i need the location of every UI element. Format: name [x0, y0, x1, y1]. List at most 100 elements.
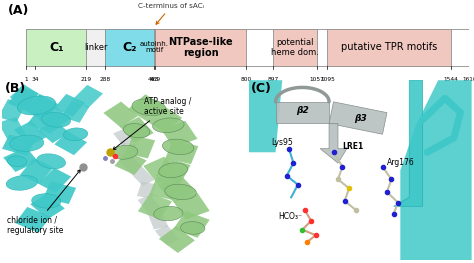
Ellipse shape	[181, 222, 205, 234]
Polygon shape	[103, 102, 138, 127]
Text: (B): (B)	[5, 82, 26, 95]
Polygon shape	[38, 107, 71, 131]
Text: 897: 897	[267, 77, 279, 82]
Polygon shape	[149, 177, 180, 200]
Polygon shape	[0, 117, 26, 140]
Polygon shape	[38, 168, 71, 193]
Polygon shape	[143, 157, 179, 184]
Polygon shape	[119, 117, 154, 143]
Polygon shape	[55, 132, 87, 155]
Ellipse shape	[64, 128, 88, 141]
Polygon shape	[155, 225, 180, 245]
Text: β2: β2	[296, 106, 309, 115]
Polygon shape	[156, 158, 191, 183]
Bar	[27, 29, 86, 66]
Polygon shape	[15, 207, 51, 233]
Polygon shape	[115, 151, 146, 175]
Polygon shape	[43, 181, 76, 204]
Polygon shape	[275, 102, 329, 123]
Polygon shape	[249, 80, 282, 152]
Polygon shape	[137, 195, 160, 213]
Text: autoinh.
motif: autoinh. motif	[140, 41, 169, 53]
Text: (C): (C)	[251, 82, 272, 95]
Polygon shape	[157, 174, 196, 203]
Polygon shape	[2, 134, 35, 156]
Ellipse shape	[123, 124, 150, 138]
Ellipse shape	[165, 184, 196, 200]
Ellipse shape	[6, 175, 37, 190]
Text: NTPase-like
region: NTPase-like region	[168, 37, 233, 58]
Polygon shape	[19, 158, 54, 184]
Text: C₁: C₁	[49, 41, 64, 54]
Text: Lys95: Lys95	[271, 138, 293, 147]
Text: LRE1: LRE1	[342, 142, 364, 151]
Polygon shape	[8, 86, 38, 110]
Bar	[451, 29, 469, 66]
Text: potential
heme dom.: potential heme dom.	[271, 38, 319, 57]
Text: 800: 800	[241, 77, 252, 82]
Polygon shape	[131, 167, 155, 186]
Polygon shape	[118, 155, 143, 173]
Polygon shape	[161, 121, 198, 148]
Polygon shape	[0, 99, 26, 123]
Polygon shape	[24, 94, 59, 120]
Text: C-terminus of sACₗ: C-terminus of sACₗ	[138, 3, 204, 24]
Ellipse shape	[32, 194, 61, 208]
Polygon shape	[54, 94, 85, 117]
Polygon shape	[27, 108, 63, 134]
Text: putative TPR motifs: putative TPR motifs	[341, 42, 438, 52]
Text: HCO₃⁻: HCO₃⁻	[278, 212, 302, 221]
Polygon shape	[38, 120, 69, 143]
Text: linker: linker	[84, 43, 108, 52]
Polygon shape	[113, 128, 136, 146]
Ellipse shape	[18, 96, 55, 115]
Polygon shape	[9, 84, 39, 107]
Text: (A): (A)	[9, 4, 30, 17]
Polygon shape	[62, 101, 90, 123]
Text: 34: 34	[32, 77, 39, 82]
Bar	[105, 29, 154, 66]
Ellipse shape	[132, 99, 166, 116]
Polygon shape	[14, 121, 47, 146]
Polygon shape	[3, 147, 38, 172]
Polygon shape	[393, 80, 423, 206]
Bar	[155, 29, 246, 66]
Text: Arg176: Arg176	[387, 158, 415, 167]
Text: 469: 469	[150, 77, 161, 82]
Bar	[317, 29, 328, 66]
Polygon shape	[165, 140, 198, 164]
Ellipse shape	[153, 118, 184, 133]
Polygon shape	[173, 193, 210, 220]
Ellipse shape	[42, 113, 71, 127]
Polygon shape	[30, 193, 65, 219]
Bar	[246, 29, 273, 66]
Polygon shape	[329, 102, 387, 134]
Polygon shape	[126, 135, 155, 158]
Ellipse shape	[111, 145, 138, 159]
Text: ATP analog /
active site: ATP analog / active site	[113, 97, 191, 150]
Polygon shape	[173, 211, 210, 238]
Polygon shape	[73, 85, 103, 108]
Polygon shape	[320, 123, 347, 163]
Ellipse shape	[7, 156, 27, 167]
Text: 463: 463	[148, 77, 159, 82]
Polygon shape	[118, 142, 137, 159]
Polygon shape	[138, 193, 172, 219]
Text: 1095: 1095	[320, 77, 335, 82]
Text: chloride ion /
regulatory site: chloride ion / regulatory site	[7, 170, 81, 235]
Text: β3: β3	[354, 114, 366, 123]
Bar	[27, 29, 469, 66]
Polygon shape	[401, 80, 472, 260]
Text: 219: 219	[81, 77, 92, 82]
Bar	[328, 29, 451, 66]
Polygon shape	[159, 226, 195, 253]
Text: 1057: 1057	[310, 77, 325, 82]
Polygon shape	[128, 94, 163, 120]
Polygon shape	[147, 208, 168, 230]
Ellipse shape	[154, 206, 183, 221]
Text: 1544: 1544	[444, 77, 458, 82]
Bar	[86, 29, 105, 66]
Text: 1: 1	[25, 77, 28, 82]
Ellipse shape	[10, 135, 44, 151]
Bar	[154, 29, 155, 66]
